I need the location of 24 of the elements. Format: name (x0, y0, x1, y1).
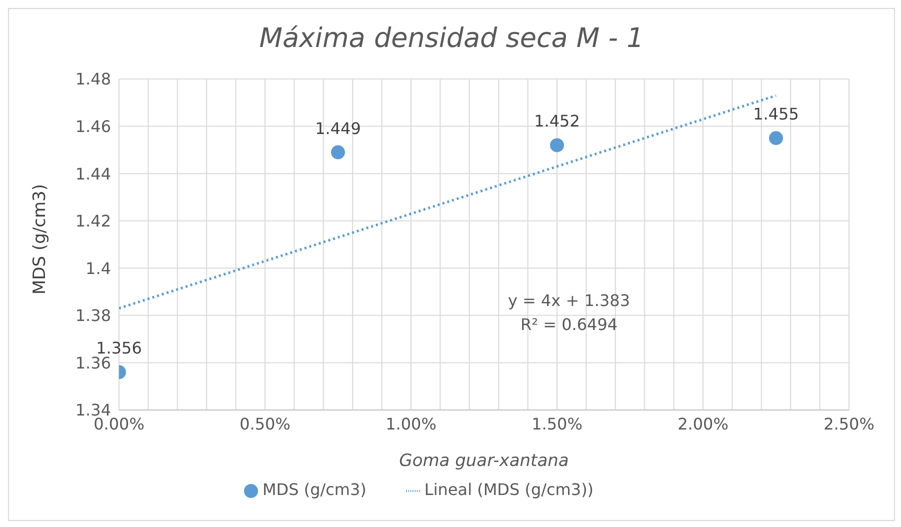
x-tick-label: 1.00% (386, 414, 436, 434)
chart-title: Máxima densidad seca M - 1 (258, 22, 645, 56)
data-label: 1.449 (315, 118, 361, 138)
x-tick-label: 2.00% (678, 414, 728, 434)
legend-label: MDS (g/cm3) (262, 480, 366, 499)
y-tick-label: 1.38 (75, 306, 111, 326)
x-axis-title: Goma guar-xantana (399, 451, 569, 471)
legend-label: Lineal (MDS (g/cm3)) (424, 480, 594, 499)
x-tick-label: 2.50% (824, 414, 874, 434)
y-tick-label: 1.46 (75, 116, 111, 136)
y-tick-label: 1.44 (75, 164, 111, 184)
x-tick-label: 0.50% (240, 414, 290, 434)
annotation: y = 4x + 1.383 (506, 291, 632, 310)
y-axis-title: MDS (g/cm3) (30, 184, 50, 294)
point (769, 131, 783, 146)
point (331, 145, 345, 160)
data-label: 1.452 (534, 112, 580, 131)
x-tick-label: 1.50% (532, 414, 582, 434)
y-tick-label: 1.4 (86, 258, 111, 278)
point (550, 138, 564, 152)
y-tick-label: 1.42 (75, 212, 111, 231)
data-label: 1.455 (753, 104, 799, 124)
y-tick-label: 1.48 (75, 70, 111, 89)
annotation: R² = 0.6494 (519, 315, 619, 334)
